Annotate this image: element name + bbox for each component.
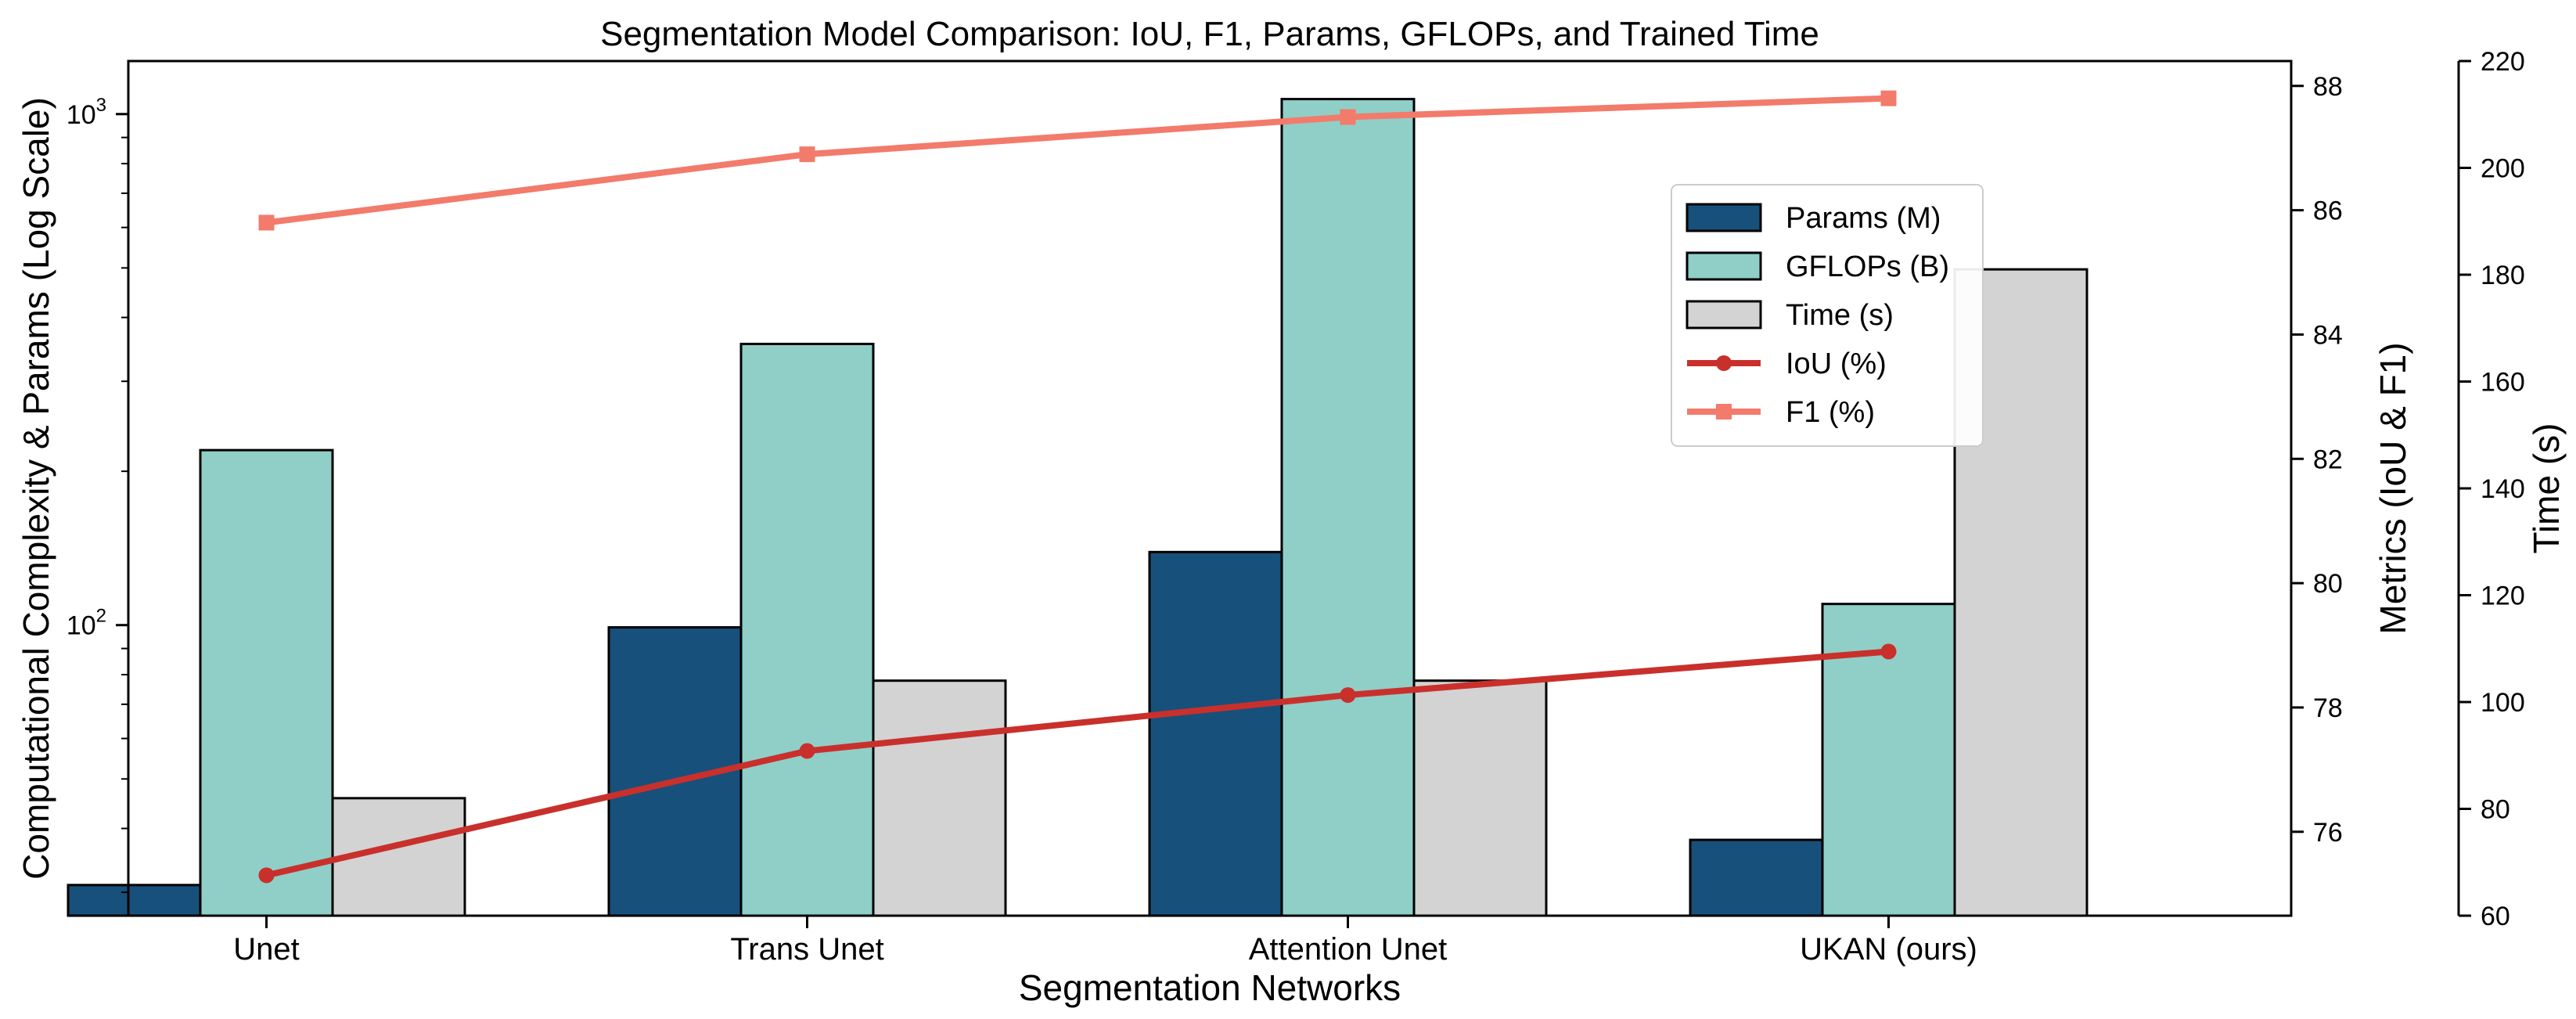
legend-label-4: F1 (%) [1786,396,1875,429]
line-point-1-1 [799,146,815,163]
bar-1-0 [199,448,334,917]
legend-label-1: GFLOPs (B) [1786,250,1949,283]
line-point-0-1 [799,743,815,759]
time-tick-label-1: 80 [2481,795,2510,825]
time-tick-label-4: 140 [2481,474,2525,504]
legend-swatch-1 [1686,251,1762,281]
metrics-tick-label-0: 76 [2313,818,2343,848]
time-tick-label-3: 120 [2481,582,2525,611]
metrics-tick-label-6: 88 [2313,72,2343,102]
bar-0-2 [1148,550,1283,917]
left-tick-base-0: 10 [67,611,96,641]
line-point-0-3 [1880,643,1897,660]
time-axis-title: Time (s) [2526,423,2567,554]
plot-frame [127,59,2293,917]
left-tick-exp-0: 2 [96,606,106,627]
line-point-1-3 [1880,90,1897,106]
metrics-tick-label-3: 82 [2313,445,2343,474]
bar-0-0 [67,884,202,917]
time-tick-label-8: 220 [2481,47,2525,77]
time-axis: 60 80 100 120 140 160 180 200 220 [2457,47,2525,931]
left-tick-base-1: 10 [67,100,96,130]
legend-box [1671,184,1984,447]
time-tick-label-5: 160 [2481,368,2525,398]
legend-label-0: Params (M) [1786,202,1941,235]
line-series-0 [263,648,1892,879]
legend-swatch-0 [1686,203,1762,232]
left-axis-title: Computational Complexity & Params (Log S… [16,97,56,880]
category-label-2: Attention Unet [1249,932,1448,967]
metrics-axis: 76 78 80 82 84 86 88 [2291,72,2343,848]
legend-marker-4 [1716,404,1732,419]
lines-group [258,90,1897,884]
category-label-0: Unet [233,932,300,967]
category-axis: Unet Trans Unet Attention Unet UKAN (ours) [233,916,1977,967]
time-tick-label-0: 60 [2481,902,2510,931]
metrics-tick-label-2: 80 [2313,569,2343,599]
line-point-0-0 [258,867,275,884]
legend-swatch-2 [1686,300,1762,329]
legend-label-3: IoU (%) [1786,347,1887,380]
bar-2-1 [872,679,1007,917]
bar-1-2 [1280,98,1416,917]
bar-2-2 [1412,679,1548,917]
metrics-tick-label-5: 86 [2313,196,2343,226]
left-tick-label-0: 102 [67,606,106,641]
metrics-axis-title: Metrics (IoU & F1) [2373,342,2413,634]
metrics-tick-label-4: 84 [2313,320,2343,350]
bars-group [67,98,2089,917]
time-tick-label-7: 200 [2481,154,2525,184]
line-series-1 [263,95,1892,226]
x-axis-title: Segmentation Networks [1019,967,1401,1008]
chart-title: Segmentation Model Comparison: IoU, F1, … [600,15,1819,53]
bar-0-3 [1689,838,1824,917]
line-point-0-2 [1340,687,1356,704]
left-tick-exp-1: 3 [96,95,106,116]
line-point-1-0 [258,214,275,231]
metrics-tick-label-1: 78 [2313,693,2343,723]
category-label-3: UKAN (ours) [1800,932,1977,967]
time-tick-label-2: 100 [2481,688,2525,718]
time-tick-label-6: 180 [2481,261,2525,290]
line-point-1-2 [1340,109,1356,125]
legend-label-2: Time (s) [1786,299,1894,332]
left-tick-label-1: 103 [67,95,106,130]
bar-1-1 [739,342,875,917]
legend-marker-3 [1716,355,1732,371]
legend: Params (M) GFLOPs (B) Time (s) IoU (%) F1 (%… [1671,184,1984,447]
category-label-1: Trans Unet [730,932,883,967]
